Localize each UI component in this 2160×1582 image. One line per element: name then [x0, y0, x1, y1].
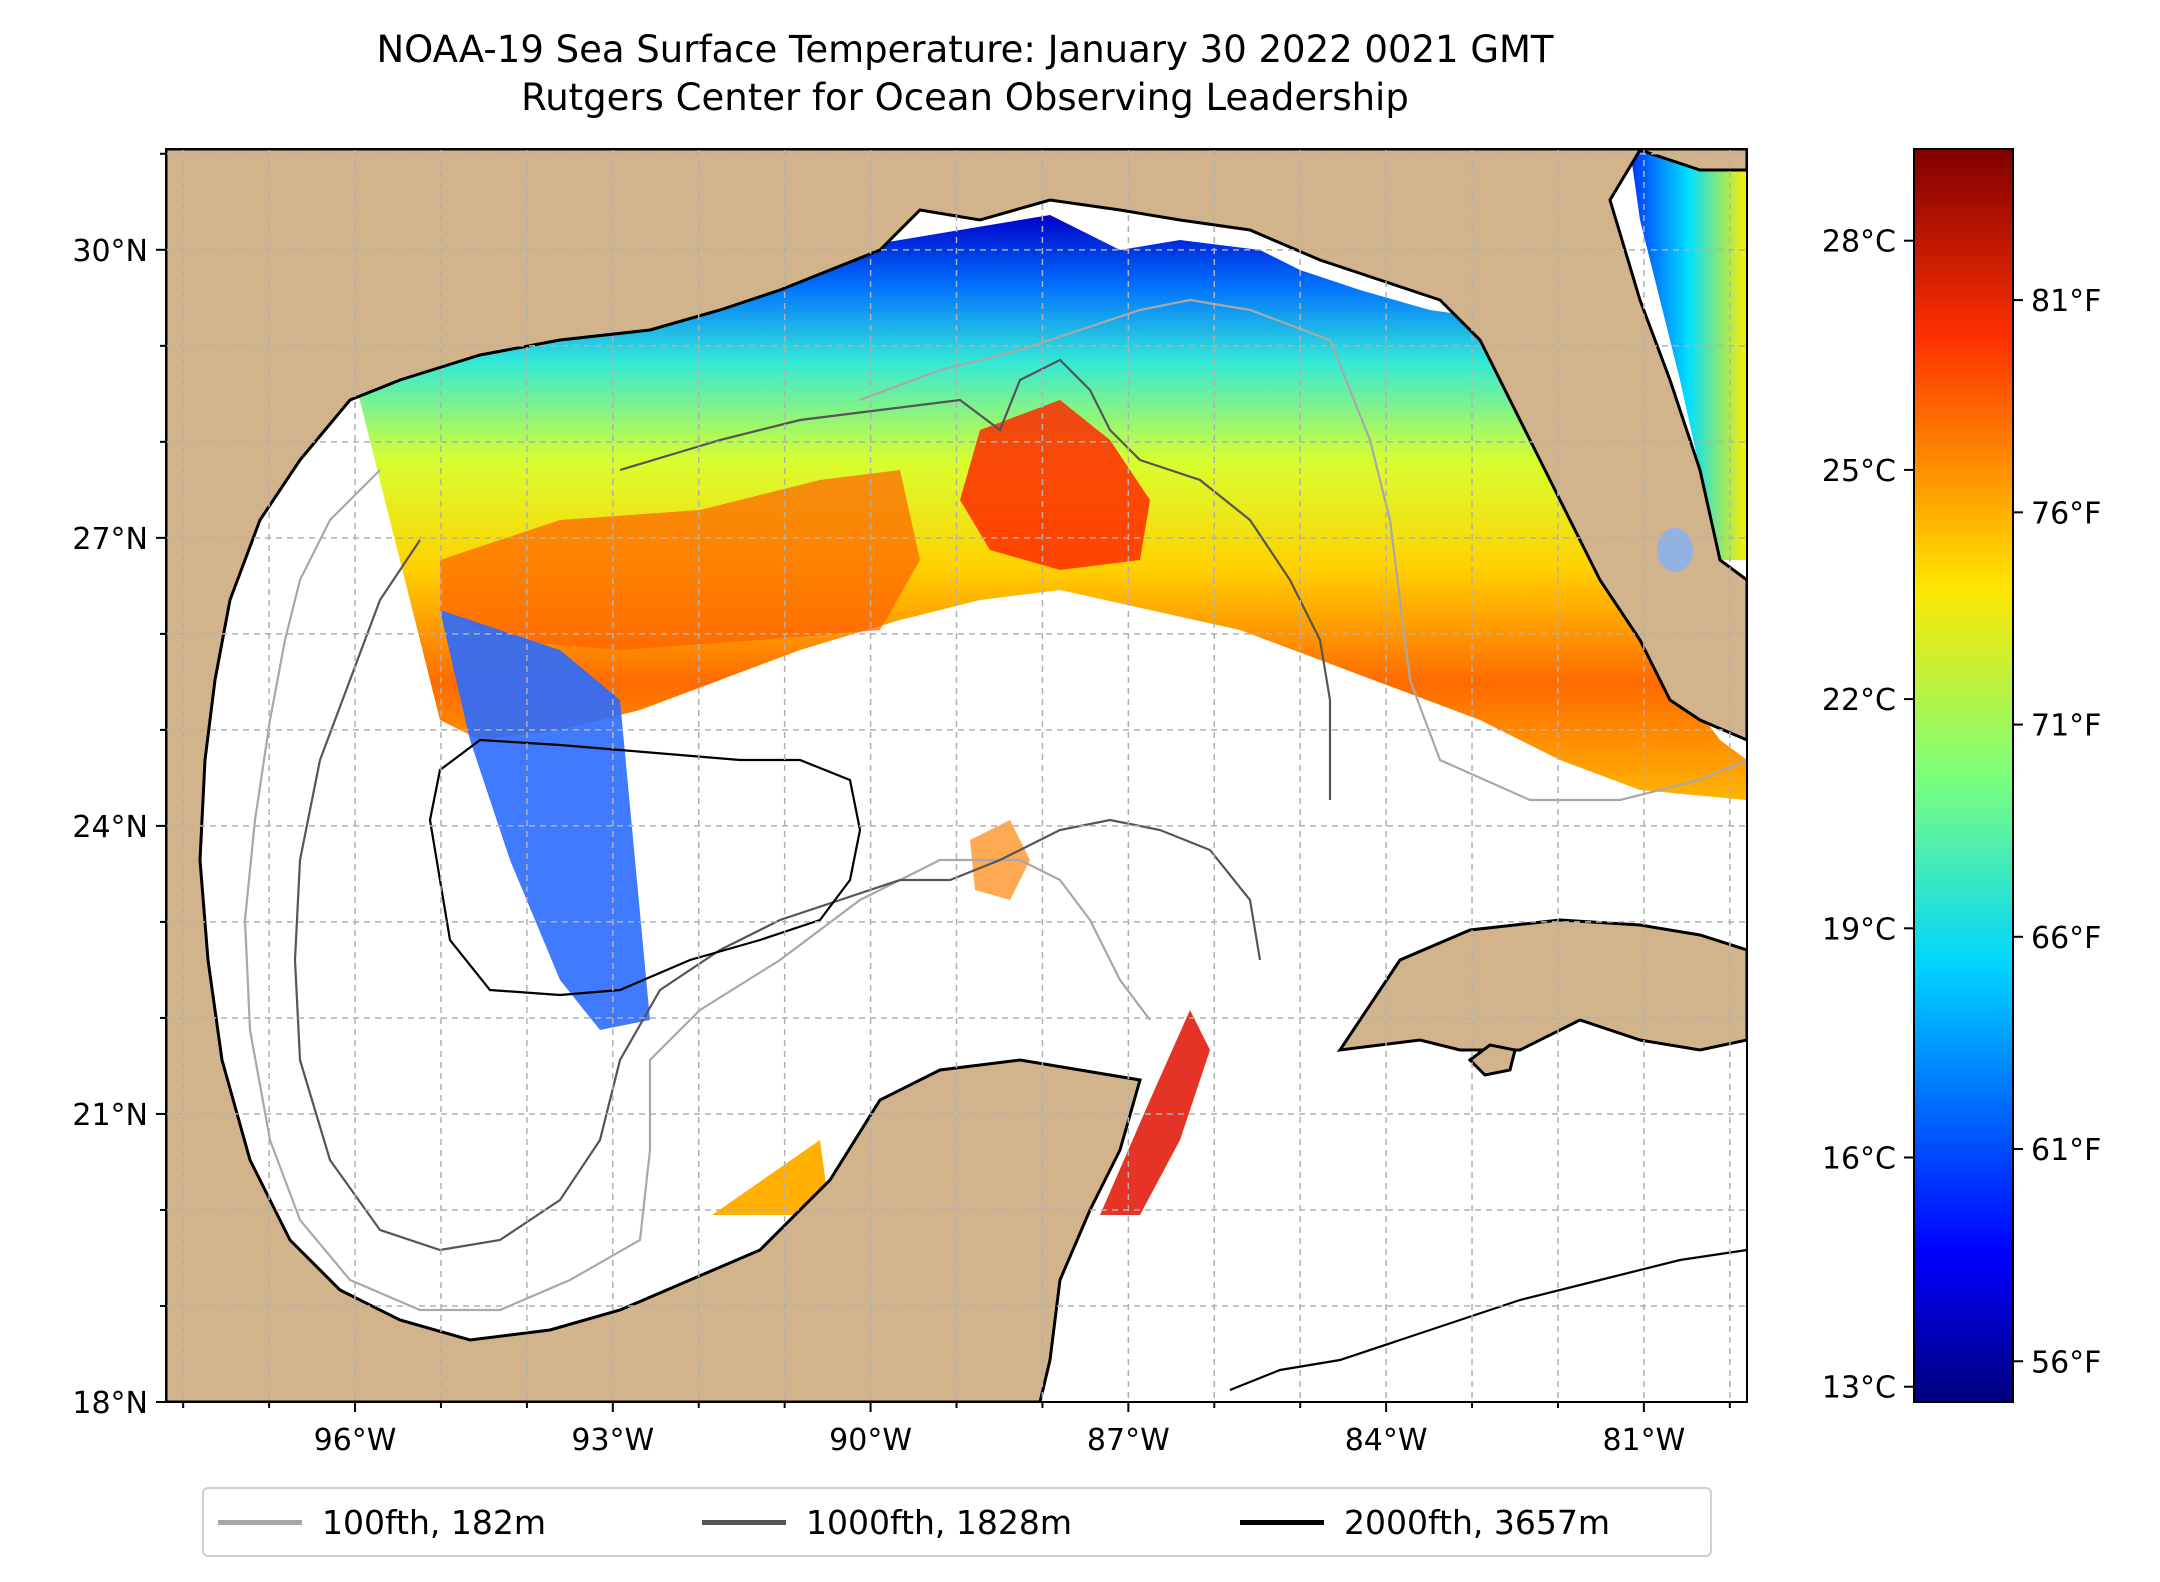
fahrenheit-tick-label: 81°F [2031, 284, 2101, 319]
legend-item-2000fth: 2000fth, 3657m [1240, 1489, 1610, 1555]
celsius-tick-label: 13°C [1822, 1371, 1896, 1406]
legend-label-1000fth: 1000fth, 1828m [806, 1502, 1072, 1542]
colorbar [1913, 148, 2014, 1403]
fahrenheit-tick-label: 66°F [2031, 921, 2101, 956]
legend-label-100fth: 100fth, 182m [322, 1502, 546, 1542]
chart-subtitle: Rutgers Center for Ocean Observing Leade… [521, 76, 1409, 119]
celsius-tick-label: 22°C [1822, 683, 1896, 718]
colorbar-axes: 13°C 16°C 19°C 22°C 25°C 28°C 56°F 61°F 66°F 71°F… [1822, 225, 2102, 1406]
lon-tick-label: 84°W [1345, 1423, 1428, 1458]
sst-patch-caribbean [1100, 1010, 1210, 1215]
bathymetry-contours [243, 298, 1747, 1392]
lon-tick-label: 90°W [829, 1423, 912, 1458]
fahrenheit-tick-label: 71°F [2031, 709, 2101, 744]
lake-okeechobee [1657, 528, 1693, 572]
sst-atlantic-strip [1630, 149, 1747, 560]
lat-tick-label: 27°N [72, 522, 148, 557]
sst-swath-strip [440, 610, 650, 1030]
lat-tick-label: 30°N [72, 234, 148, 269]
lon-tick-label: 93°W [571, 1423, 654, 1458]
sst-patch-yucatan [712, 1140, 830, 1215]
celsius-tick-label: 25°C [1822, 454, 1896, 489]
map-axes: 96°W 93°W 90°W 87°W 84°W 81°W 18°N 21°N 24°N 27°N… [72, 152, 1731, 1458]
celsius-tick-label: 19°C [1822, 912, 1896, 947]
lon-tick-label: 96°W [314, 1423, 397, 1458]
legend-label-2000fth: 2000fth, 3657m [1344, 1502, 1610, 1542]
legend: 100fth, 182m 1000fth, 1828m 2000fth, 365… [202, 1487, 1712, 1557]
legend-swatch-2000fth [1240, 1519, 1324, 1525]
legend-swatch-1000fth [702, 1519, 786, 1525]
chart-title: NOAA-19 Sea Surface Temperature: January… [376, 28, 1554, 71]
celsius-tick-label: 28°C [1822, 225, 1896, 260]
legend-item-100fth: 100fth, 182m [218, 1489, 546, 1555]
fahrenheit-tick-label: 56°F [2031, 1345, 2101, 1380]
land-isle-of-youth [1467, 1043, 1517, 1077]
lat-tick-label: 24°N [72, 810, 148, 845]
lat-tick-label: 18°N [72, 1386, 148, 1421]
fahrenheit-tick-label: 61°F [2031, 1133, 2101, 1168]
lon-tick-label: 81°W [1602, 1423, 1685, 1458]
legend-item-1000fth: 1000fth, 1828m [702, 1489, 1072, 1555]
map-area [166, 149, 1747, 1402]
sst-warm-band [440, 470, 920, 650]
contour-100fth [243, 298, 1747, 1312]
lon-tick-label: 87°W [1087, 1423, 1170, 1458]
celsius-tick-label: 16°C [1822, 1142, 1896, 1177]
legend-swatch-100fth [218, 1519, 302, 1525]
fahrenheit-tick-label: 76°F [2031, 496, 2101, 531]
lat-tick-label: 21°N [72, 1098, 148, 1133]
